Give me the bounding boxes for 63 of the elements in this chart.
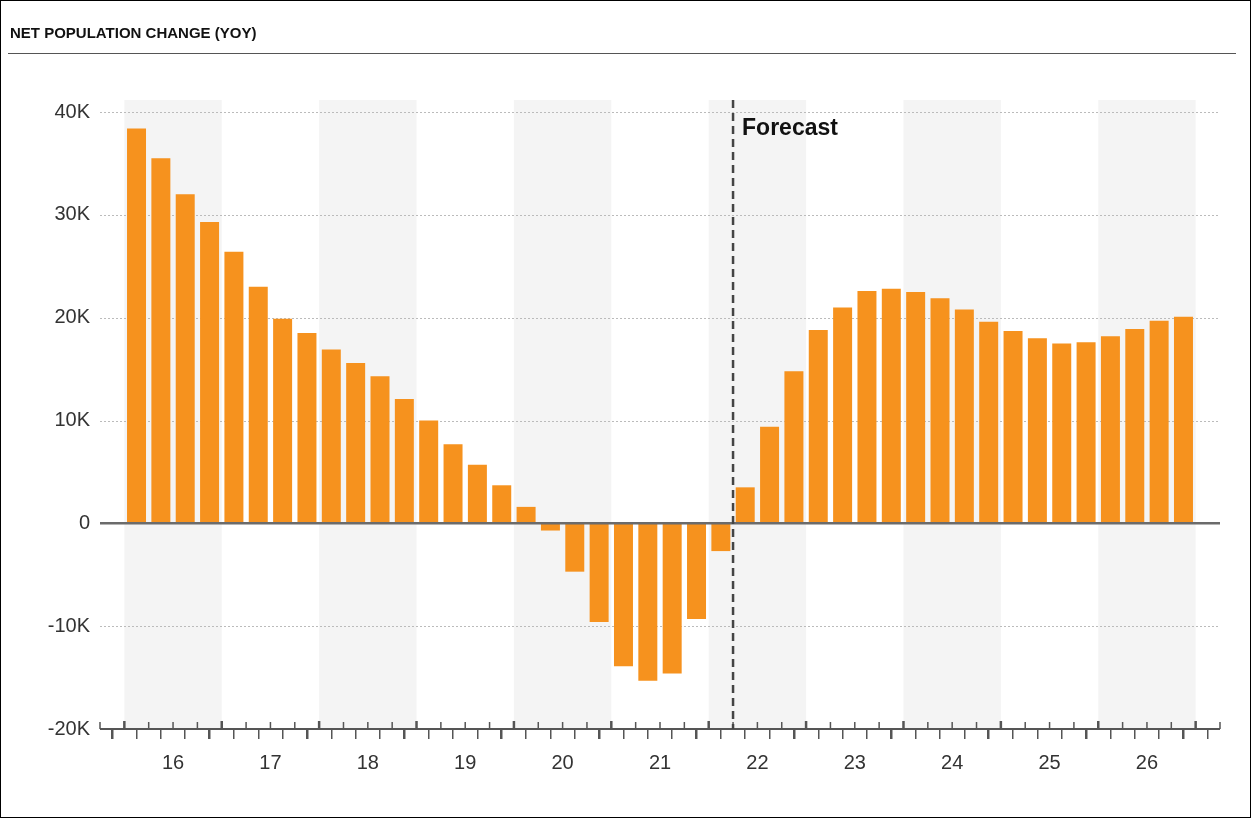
bar — [565, 523, 585, 572]
bar — [1173, 316, 1193, 524]
bar — [979, 321, 999, 524]
ref-line-label: Forecast — [742, 114, 839, 141]
bar — [419, 420, 439, 524]
bar — [394, 398, 414, 524]
bar — [906, 291, 926, 524]
bar — [321, 349, 341, 524]
bar — [248, 286, 268, 524]
bar — [808, 330, 828, 524]
bar — [297, 333, 317, 524]
bar — [1076, 342, 1096, 524]
bar — [735, 487, 755, 524]
x-tick-label: 22 — [746, 750, 769, 773]
bar — [711, 523, 731, 552]
bar — [613, 523, 633, 667]
chart-title: NET POPULATION CHANGE (YOY) — [10, 24, 257, 41]
bar — [662, 523, 682, 674]
bar — [687, 523, 707, 619]
x-tick-label: 20 — [551, 750, 574, 773]
y-tick-label: -20K — [47, 716, 91, 739]
x-tick-label: 25 — [1038, 750, 1061, 773]
x-tick-label: 17 — [259, 750, 282, 773]
bar — [589, 523, 609, 623]
bar — [1100, 336, 1120, 524]
y-tick-label: -10K — [47, 613, 91, 636]
y-tick-label: 0 — [78, 510, 90, 533]
bar — [881, 288, 901, 524]
bar — [443, 444, 463, 524]
y-tick-label: 20K — [54, 305, 91, 328]
x-tick-label: 19 — [454, 750, 477, 773]
bar — [857, 290, 877, 524]
y-tick-label: 30K — [54, 202, 91, 225]
x-tick-label: 23 — [843, 750, 866, 773]
bar — [175, 194, 195, 524]
y-tick-label: 10K — [54, 408, 91, 431]
y-tick-label: 40K — [54, 99, 91, 122]
bar — [833, 307, 853, 524]
bar — [1052, 343, 1072, 524]
x-tick-label: 18 — [356, 750, 379, 773]
bar — [954, 309, 974, 524]
bar — [224, 251, 244, 524]
bar — [467, 464, 487, 524]
bar — [1149, 320, 1169, 524]
x-tick-label: 21 — [648, 750, 672, 773]
x-tick-label: 16 — [161, 750, 185, 773]
x-tick-label: 26 — [1135, 750, 1159, 773]
bar — [200, 222, 220, 524]
bar — [760, 426, 780, 524]
bar — [930, 298, 950, 524]
bar — [346, 362, 366, 524]
x-tick-label: 24 — [941, 750, 964, 773]
bar — [151, 158, 171, 524]
bar — [516, 506, 536, 524]
bar — [1027, 338, 1047, 524]
bar — [638, 523, 658, 681]
bar — [1003, 331, 1023, 524]
bar — [784, 371, 804, 524]
bar — [127, 128, 147, 524]
bar — [1125, 328, 1145, 524]
bar — [273, 318, 293, 524]
bar — [492, 485, 512, 524]
bar — [370, 376, 390, 524]
